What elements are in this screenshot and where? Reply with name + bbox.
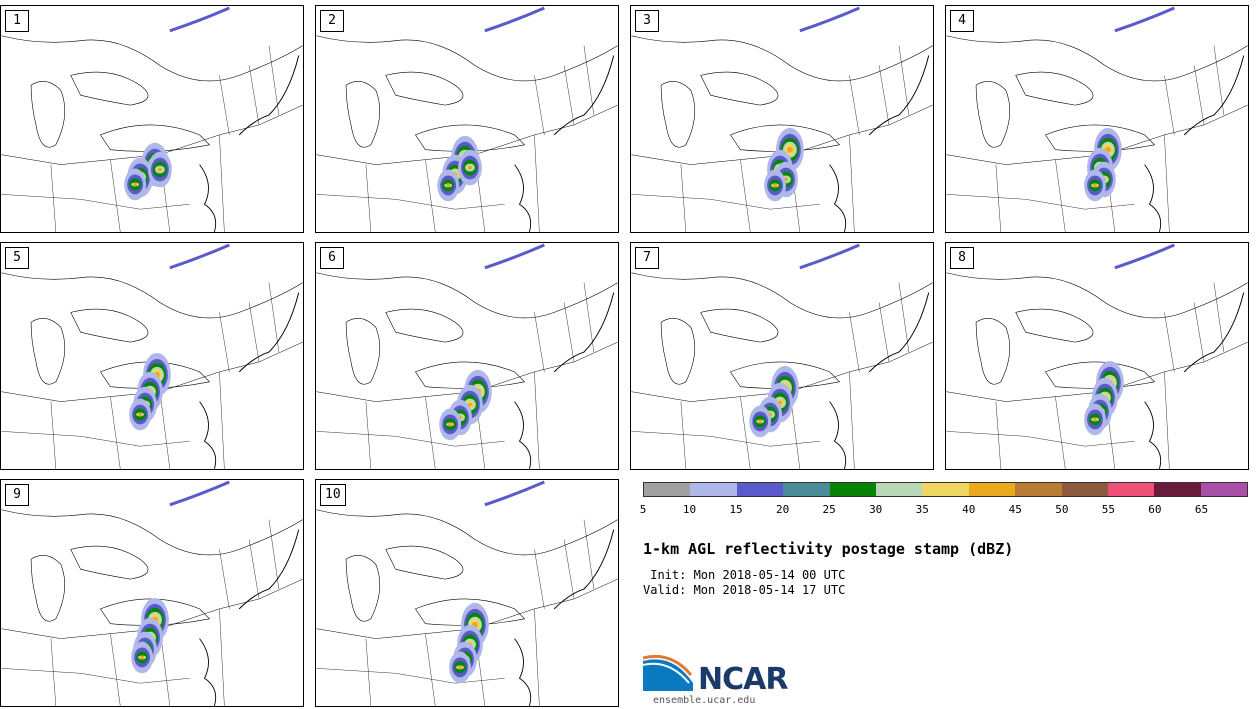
- panel-number: 1: [5, 10, 29, 32]
- northern-precip-band: [169, 480, 230, 507]
- colorbar-segment: [968, 483, 1016, 496]
- basemap: [316, 480, 618, 706]
- reflectivity-cell: [1093, 183, 1097, 188]
- forecast-panel: 7: [630, 242, 934, 470]
- basemap: [631, 6, 933, 232]
- northern-precip-band: [484, 6, 545, 33]
- figure-title: 1-km AGL reflectivity postage stamp (dBZ…: [643, 540, 1014, 558]
- reflectivity-cell: [138, 412, 143, 417]
- panel-number: 6: [320, 247, 344, 269]
- ncar-logo-icon: [643, 654, 693, 691]
- panel-number: 7: [635, 247, 659, 269]
- panel-number: 8: [950, 247, 974, 269]
- colorbar-tick-label: 50: [1055, 503, 1069, 516]
- reflectivity-cell: [133, 182, 138, 187]
- colorbar-tick-label: 40: [962, 503, 976, 516]
- ncar-logo-text: NCAR: [698, 662, 788, 697]
- panel-number: 4: [950, 10, 974, 32]
- colorbar-segment: [644, 483, 691, 496]
- forecast-panel: 6: [315, 242, 619, 470]
- forecast-panel: 1: [0, 5, 304, 233]
- reflectivity-cell: [157, 167, 162, 172]
- basemap: [946, 243, 1248, 469]
- panel-number: 2: [320, 10, 344, 32]
- reflectivity-colorbar: [643, 482, 1248, 497]
- northern-precip-band: [799, 6, 860, 33]
- forecast-panel: 8: [945, 242, 1249, 470]
- colorbar-tick-label: 45: [1008, 503, 1022, 516]
- colorbar-tick-label: 35: [915, 503, 929, 516]
- colorbar-tick-label: 10: [682, 503, 697, 516]
- reflectivity-cell: [446, 183, 451, 188]
- forecast-panel: 2: [315, 5, 619, 233]
- reflectivity-cell: [458, 665, 463, 670]
- colorbar-tick-label: 30: [869, 503, 883, 516]
- northern-precip-band: [484, 243, 545, 270]
- reflectivity-cell: [786, 146, 793, 153]
- northern-precip-band: [484, 480, 545, 507]
- ensemble-url[interactable]: ensemble.ucar.edu: [653, 695, 756, 706]
- basemap: [631, 243, 933, 469]
- colorbar-tick-label: 65: [1194, 503, 1209, 516]
- basemap: [316, 243, 618, 469]
- basemap: [316, 6, 618, 232]
- northern-precip-band: [1114, 243, 1175, 270]
- panel-number: 3: [635, 10, 659, 32]
- forecast-panel: 9: [0, 479, 304, 707]
- colorbar-tick-label: 60: [1148, 503, 1162, 516]
- colorbar-segment: [783, 483, 830, 496]
- reflectivity-cell: [1093, 417, 1097, 422]
- colorbar-segment: [1107, 483, 1155, 496]
- reflectivity-cell: [758, 419, 763, 424]
- colorbar-segment: [829, 483, 876, 496]
- reflectivity-cell: [773, 183, 778, 188]
- colorbar-segment: [736, 483, 784, 496]
- basemap: [946, 6, 1248, 232]
- reflectivity-cell: [140, 655, 145, 660]
- northern-precip-band: [799, 243, 860, 270]
- northern-precip-band: [169, 6, 230, 33]
- forecast-panel: 10: [315, 479, 619, 707]
- colorbar-segment: [690, 483, 737, 496]
- colorbar-tick-label: 5: [639, 503, 647, 516]
- panel-number: 10: [320, 484, 346, 506]
- init-time: Init: Mon 2018-05-14 00 UTC: [643, 568, 846, 582]
- colorbar-segment: [1015, 483, 1062, 496]
- reflectivity-cell: [448, 422, 453, 427]
- colorbar-segment: [1061, 483, 1108, 496]
- colorbar-tick-label: 20: [775, 503, 790, 516]
- forecast-panel: 4: [945, 5, 1249, 233]
- panel-number: 9: [5, 484, 29, 506]
- northern-precip-band: [169, 243, 230, 270]
- reflectivity-cell: [467, 165, 472, 170]
- basemap: [1, 6, 303, 232]
- colorbar-tick-label: 15: [729, 503, 743, 516]
- reflectivity-cell: [467, 402, 472, 407]
- colorbar-segment: [1200, 483, 1248, 496]
- northern-precip-band: [1114, 6, 1175, 33]
- colorbar-segment: [875, 483, 923, 496]
- valid-time: Valid: Mon 2018-05-14 17 UTC: [643, 583, 846, 597]
- basemap: [1, 480, 303, 706]
- basemap: [1, 243, 303, 469]
- forecast-panel: 3: [630, 5, 934, 233]
- colorbar-segment: [922, 483, 969, 496]
- colorbar-tick-label: 55: [1101, 503, 1115, 516]
- colorbar-tick-label: 25: [822, 503, 836, 516]
- colorbar-segment: [1154, 483, 1201, 496]
- forecast-panel: 5: [0, 242, 304, 470]
- panel-number: 5: [5, 247, 29, 269]
